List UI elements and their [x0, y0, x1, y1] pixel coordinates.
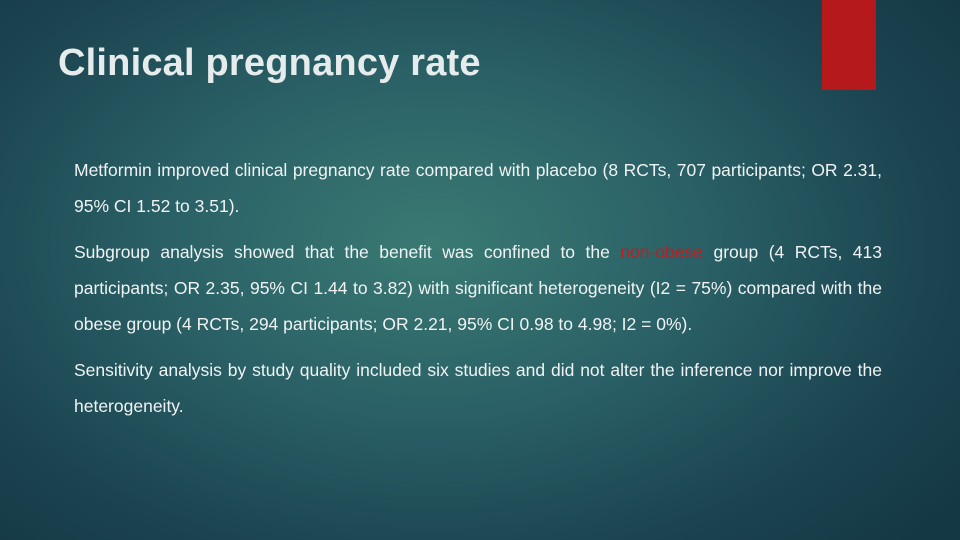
slide-title: Clinical pregnancy rate: [58, 42, 481, 84]
paragraph: Sensitivity analysis by study quality in…: [74, 360, 882, 416]
slide-body: Metformin improved clinical pregnancy ra…: [74, 152, 882, 434]
accent-bar: [822, 0, 876, 90]
text: Subgroup analysis showed that the benefi…: [74, 242, 621, 262]
paragraph: Subgroup analysis showed that the benefi…: [74, 234, 882, 342]
paragraph: Metformin improved clinical pregnancy ra…: [74, 160, 882, 216]
text: group (4 RCTs, 413 participants; OR 2.35…: [74, 242, 883, 334]
highlight: non-obese: [620, 242, 704, 262]
